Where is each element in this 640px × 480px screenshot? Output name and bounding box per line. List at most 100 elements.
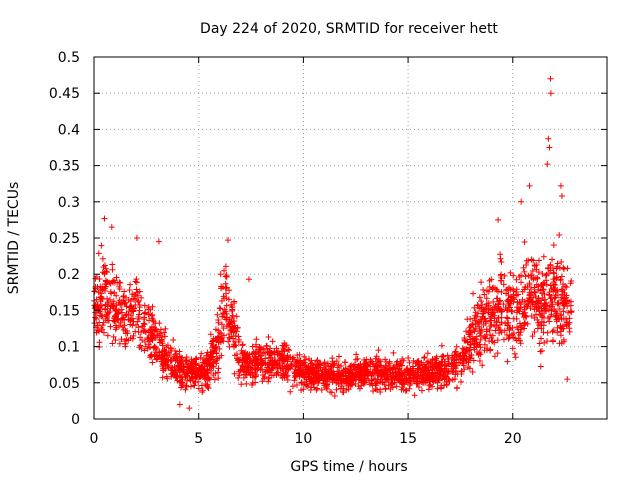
data-point (547, 75, 554, 82)
data-point (557, 277, 564, 284)
data-point (481, 307, 488, 314)
data-point (184, 364, 191, 371)
data-point (540, 303, 547, 310)
data-point (389, 366, 396, 373)
data-point (503, 290, 510, 297)
data-point (550, 242, 557, 249)
data-point (470, 290, 477, 297)
data-point (216, 345, 223, 352)
data-point (107, 280, 114, 287)
data-point (485, 300, 492, 307)
data-point (529, 267, 536, 274)
data-point (236, 336, 243, 343)
data-point (560, 264, 567, 271)
data-point (309, 365, 316, 372)
data-point (564, 297, 571, 304)
data-point (476, 358, 483, 365)
data-point (442, 368, 449, 375)
data-point (145, 311, 152, 318)
data-point (361, 356, 368, 363)
data-point (412, 360, 419, 367)
data-point (282, 342, 289, 349)
data-point (115, 299, 122, 306)
data-point (521, 268, 528, 275)
data-point (214, 334, 221, 341)
data-point (361, 368, 368, 375)
data-point (120, 314, 127, 321)
data-point (470, 336, 477, 343)
data-point (223, 272, 230, 279)
data-point (153, 328, 160, 335)
data-point (491, 353, 498, 360)
data-point (483, 326, 490, 333)
ticks-layer: 0 0.05 0.1 0.15 0.2 0.25 0.3 0.35 0.4 0.45 0.5 0 5 10… (49, 50, 607, 447)
data-point (468, 351, 475, 358)
data-point (331, 392, 338, 399)
data-point (403, 366, 410, 373)
data-point (310, 369, 317, 376)
data-point (292, 358, 299, 365)
data-point (299, 361, 306, 368)
data-point (110, 298, 117, 305)
data-point (438, 353, 445, 360)
data-point (128, 305, 135, 312)
data-point (538, 347, 545, 354)
y-tick-label: 0 (71, 412, 80, 428)
data-point (144, 334, 151, 341)
data-point (493, 295, 500, 302)
data-point (474, 302, 481, 309)
data-point (337, 377, 344, 384)
data-point (107, 323, 114, 330)
data-point (389, 384, 396, 391)
data-point (265, 375, 272, 382)
data-point (510, 288, 517, 295)
data-point (471, 304, 478, 311)
data-point (472, 312, 479, 319)
y-tick-label: 0.15 (49, 303, 80, 319)
data-point (557, 312, 564, 319)
data-point (168, 358, 175, 365)
data-point (164, 375, 171, 382)
data-point (321, 366, 328, 373)
data-point (547, 261, 554, 268)
data-point (249, 366, 256, 373)
data-point (286, 347, 293, 354)
data-point (291, 377, 298, 384)
data-point (230, 328, 237, 335)
data-point (123, 303, 130, 310)
data-point (243, 368, 250, 375)
data-point (445, 355, 452, 362)
data-point (189, 375, 196, 382)
data-point (229, 304, 236, 311)
data-point (263, 342, 270, 349)
data-point (538, 318, 545, 325)
data-point (129, 315, 136, 322)
data-point (550, 327, 557, 334)
data-point (489, 309, 496, 316)
data-point (180, 363, 187, 370)
data-point (238, 381, 245, 388)
data-point (194, 369, 201, 376)
data-point (130, 295, 137, 302)
data-point (239, 362, 246, 369)
data-point (123, 311, 130, 318)
data-point (519, 288, 526, 295)
data-point (133, 286, 140, 293)
data-point (504, 358, 511, 365)
data-point (287, 365, 294, 372)
data-point (258, 357, 265, 364)
data-point (549, 328, 556, 335)
data-point (533, 301, 540, 308)
x-tick-label: 10 (294, 431, 312, 447)
data-point (564, 319, 571, 326)
data-point (133, 235, 140, 241)
data-point (514, 324, 521, 331)
data-point (437, 361, 444, 368)
data-point (359, 379, 366, 386)
data-point (449, 352, 456, 359)
data-point (190, 382, 197, 389)
data-point (465, 329, 472, 336)
data-point (498, 259, 505, 266)
data-point (335, 362, 342, 369)
data-point (99, 296, 106, 303)
